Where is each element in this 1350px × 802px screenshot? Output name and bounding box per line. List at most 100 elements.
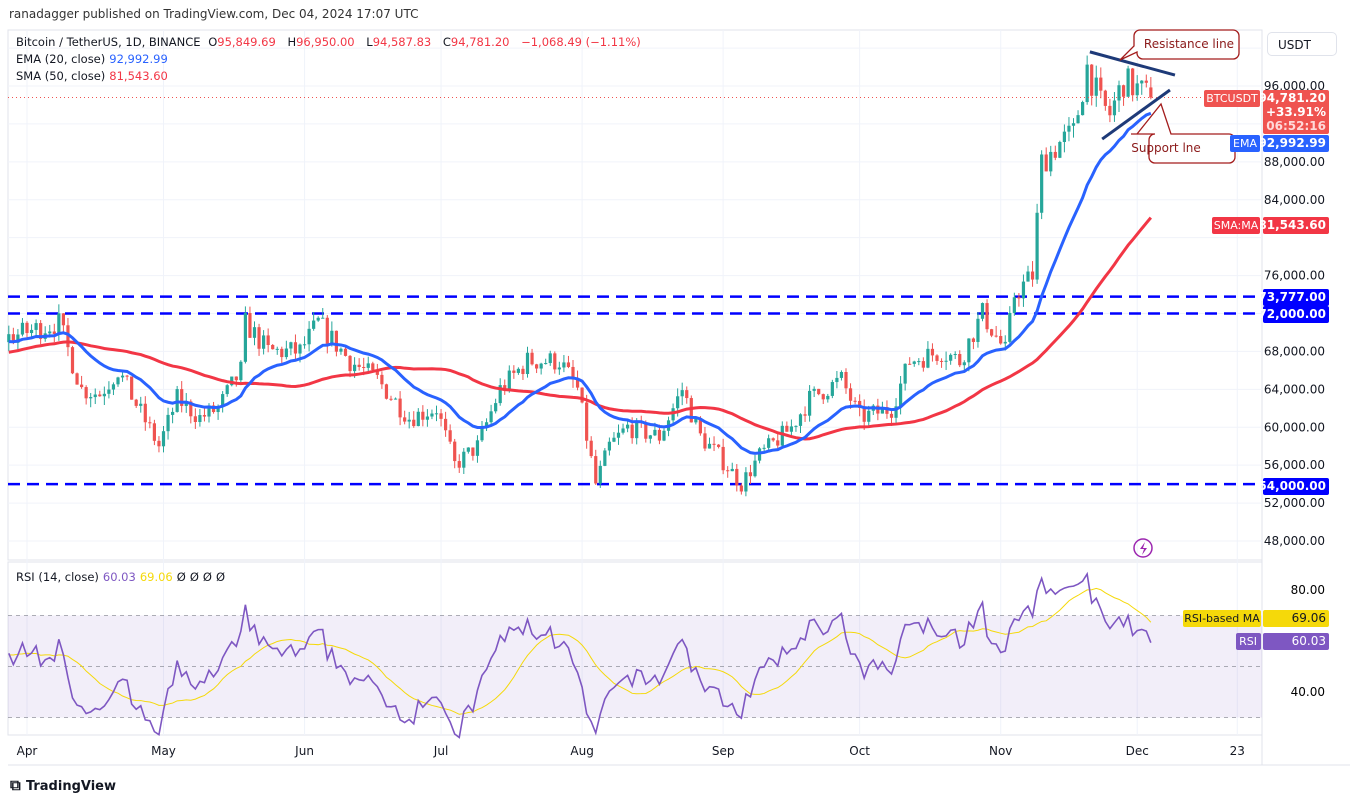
sma-legend[interactable]: SMA (50, close) 81,543.60 xyxy=(16,69,172,83)
sma-badge xyxy=(1263,217,1329,234)
candle xyxy=(198,415,202,423)
candle xyxy=(412,419,416,427)
candle xyxy=(894,406,898,418)
candle xyxy=(284,348,288,358)
last-price-badge xyxy=(1263,90,1329,134)
ema-legend[interactable]: EMA (20, close) 92,992.99 xyxy=(16,52,172,66)
ema-label: EMA (20, close) xyxy=(16,52,106,66)
candle xyxy=(293,342,298,354)
price-axis-label: 88,000.00 xyxy=(1264,155,1325,169)
support-label: Support lne xyxy=(1131,141,1201,155)
level-73777-badge-text: 73,777.00 xyxy=(1258,290,1326,304)
candle xyxy=(416,411,420,427)
open-value: 95,849.69 xyxy=(217,35,276,49)
candle xyxy=(771,438,775,441)
tradingview-logo[interactable]: ⧉ TradingView xyxy=(10,776,116,794)
candle xyxy=(717,444,721,447)
candle xyxy=(34,323,38,330)
candle xyxy=(917,361,921,363)
candle xyxy=(298,344,302,354)
candle xyxy=(694,418,698,423)
candle xyxy=(575,379,580,388)
candle xyxy=(648,435,652,439)
candle xyxy=(630,424,634,439)
na-value: Ø xyxy=(202,570,212,584)
candle xyxy=(307,328,311,345)
candle xyxy=(348,355,352,372)
candle xyxy=(698,418,702,434)
candle xyxy=(839,372,844,378)
rsi-badge-text: 60.03 xyxy=(1292,634,1326,648)
candle xyxy=(275,348,279,350)
high-value: 96,950.00 xyxy=(296,35,355,49)
candle xyxy=(1076,115,1080,124)
sma-line xyxy=(8,216,1152,441)
candle xyxy=(1049,151,1053,172)
candle xyxy=(484,422,489,428)
price-axis-label: 60,000.00 xyxy=(1264,420,1325,434)
candle xyxy=(498,385,502,404)
candle xyxy=(80,384,84,388)
candle xyxy=(994,335,998,337)
candle xyxy=(1017,297,1021,299)
candle xyxy=(598,465,602,484)
last-price-tag-text: BTCUSDT xyxy=(1206,92,1258,105)
candle xyxy=(353,364,357,372)
candle xyxy=(216,406,220,413)
candle xyxy=(612,437,616,442)
candle xyxy=(1003,341,1007,344)
candle xyxy=(603,450,607,466)
currency-selector[interactable]: USDT xyxy=(1267,32,1337,56)
time-axis-label: Jul xyxy=(433,744,448,758)
rsi-ma-line xyxy=(8,587,1152,715)
candle xyxy=(43,333,47,339)
candle xyxy=(89,397,93,399)
candle xyxy=(339,348,343,352)
candle xyxy=(685,390,689,399)
candle xyxy=(448,430,452,442)
candle xyxy=(380,374,384,385)
time-axis-label: Sep xyxy=(712,744,735,758)
candle xyxy=(93,394,97,398)
candle xyxy=(803,414,807,416)
candle xyxy=(980,303,985,319)
candle xyxy=(1117,85,1121,101)
candle xyxy=(25,322,29,334)
candle xyxy=(489,411,493,423)
rsi-line xyxy=(8,571,1152,739)
candle xyxy=(312,320,316,329)
rsi-tag-text: RSI xyxy=(1239,635,1257,648)
candle xyxy=(475,440,480,456)
candle xyxy=(262,335,266,349)
candle xyxy=(494,403,498,412)
candle xyxy=(594,456,598,484)
symbol-name[interactable]: Bitcoin / TetherUS, 1D, BINANCE xyxy=(16,35,201,49)
candle xyxy=(202,415,207,417)
candle xyxy=(557,367,561,370)
candle xyxy=(680,390,684,397)
candle xyxy=(666,420,671,431)
candle xyxy=(780,425,784,446)
candle xyxy=(453,441,457,462)
rsi-ma-tag-text: RSI-based MA xyxy=(1184,612,1260,625)
last-price-tag xyxy=(1204,90,1260,107)
time-axis-label: Nov xyxy=(989,744,1012,758)
candle xyxy=(949,354,953,361)
candle xyxy=(70,347,75,374)
candle xyxy=(398,398,402,418)
candle xyxy=(221,394,225,407)
candle xyxy=(776,440,780,446)
published-note: ranadagger published on TradingView.com,… xyxy=(9,7,419,21)
candle xyxy=(935,355,939,361)
candle xyxy=(703,433,707,449)
rsi-ma-badge-text: 69.06 xyxy=(1292,611,1326,625)
candle xyxy=(325,317,329,344)
rsi-legend[interactable]: RSI (14, close) 60.03 69.06 Ø Ø Ø Ø xyxy=(16,570,229,584)
rsi-label: RSI (14, close) xyxy=(16,570,99,584)
sma-tag xyxy=(1212,217,1260,234)
candle xyxy=(785,425,789,432)
level-72000-badge xyxy=(1263,306,1329,323)
candle xyxy=(521,368,525,375)
candle xyxy=(280,348,284,358)
